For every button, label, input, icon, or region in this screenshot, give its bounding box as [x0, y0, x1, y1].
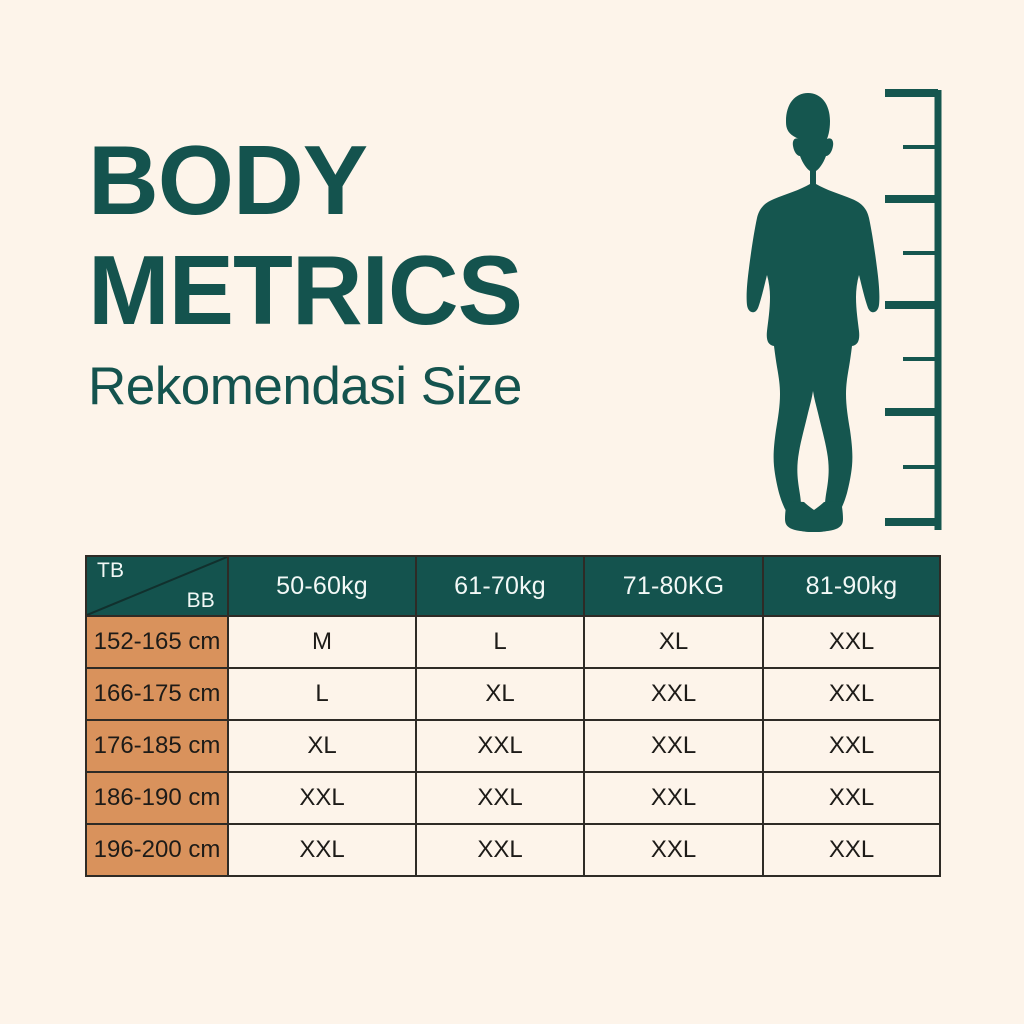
- cell-1-2: XXL: [583, 667, 764, 721]
- cell-3-3: XXL: [762, 771, 941, 825]
- cell-0-0: M: [227, 615, 417, 669]
- cell-2-2: XXL: [583, 719, 764, 773]
- cell-4-1: XXL: [415, 823, 585, 877]
- height-ruler: [885, 89, 942, 530]
- cell-4-2: XXL: [583, 823, 764, 877]
- page-subtitle: Rekomendasi Size: [88, 357, 522, 417]
- corner-label-tb: TB: [97, 559, 125, 582]
- row-header-3: 186-190 cm: [85, 771, 229, 825]
- table-corner-cell: TB BB: [85, 555, 229, 617]
- cell-2-1: XXL: [415, 719, 585, 773]
- cell-0-2: XL: [583, 615, 764, 669]
- cell-4-0: XXL: [227, 823, 417, 877]
- page-title-line-1: BODY: [88, 125, 368, 235]
- page-title-line-2: METRICS: [88, 235, 523, 346]
- table-header-row: TB BB 50-60kg 61-70kg 71-80KG 81-90kg: [85, 555, 941, 617]
- cell-2-3: XXL: [762, 719, 941, 773]
- cell-4-3: XXL: [762, 823, 941, 877]
- row-header-1: 166-175 cm: [85, 667, 229, 721]
- table-row: 152-165 cm M L XL XXL: [85, 615, 941, 669]
- row-header-0: 152-165 cm: [85, 615, 229, 669]
- cell-1-3: XXL: [762, 667, 941, 721]
- table-row: 166-175 cm L XL XXL XXL: [85, 667, 941, 721]
- cell-1-1: XL: [415, 667, 585, 721]
- table-row: 196-200 cm XXL XXL XXL XXL: [85, 823, 941, 877]
- cell-1-0: L: [227, 667, 417, 721]
- size-recommendation-table: TB BB 50-60kg 61-70kg 71-80KG 81-90kg 15…: [85, 555, 941, 877]
- title-block: BODY METRICS Rekomendasi Size: [88, 125, 708, 417]
- cell-3-2: XXL: [583, 771, 764, 825]
- human-body-silhouette: [746, 93, 880, 532]
- cell-2-0: XL: [227, 719, 417, 773]
- diagonal-divider-icon: [87, 557, 227, 615]
- table-row: 186-190 cm XXL XXL XXL XXL: [85, 771, 941, 825]
- illustration-area: [700, 82, 970, 537]
- cell-0-1: L: [415, 615, 585, 669]
- corner-label-bb: BB: [186, 589, 215, 612]
- cell-0-3: XXL: [762, 615, 941, 669]
- cell-3-1: XXL: [415, 771, 585, 825]
- cell-3-0: XXL: [227, 771, 417, 825]
- row-header-4: 196-200 cm: [85, 823, 229, 877]
- table-row: 176-185 cm XL XXL XXL XXL: [85, 719, 941, 773]
- column-header-2: 71-80KG: [583, 555, 764, 617]
- column-header-0: 50-60kg: [227, 555, 417, 617]
- column-header-3: 81-90kg: [762, 555, 941, 617]
- column-header-1: 61-70kg: [415, 555, 585, 617]
- row-header-2: 176-185 cm: [85, 719, 229, 773]
